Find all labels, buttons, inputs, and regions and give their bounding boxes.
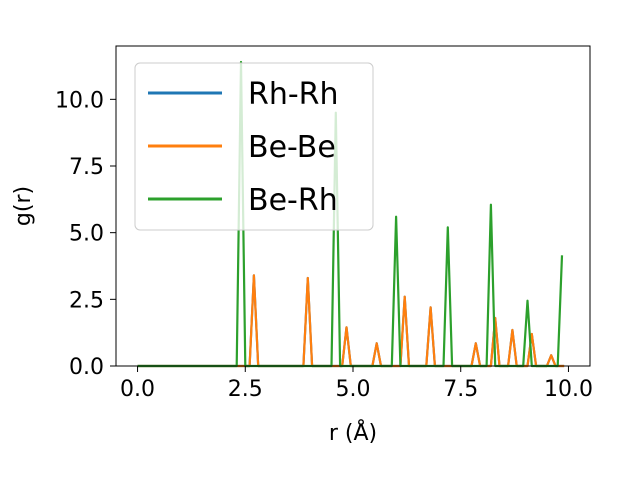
x-tick-label: 2.5 [228, 377, 263, 402]
x-tick-label: 10.0 [544, 377, 593, 402]
x-tick-label: 0.0 [120, 377, 155, 402]
y-tick-label: 0.0 [69, 355, 104, 380]
x-axis-label: r (Å) [329, 419, 377, 446]
legend-label: Be-Rh [248, 183, 338, 218]
y-axis: 0.0 2.5 5.0 7.5 10.0 [55, 88, 116, 380]
x-axis: 0.0 2.5 5.0 7.5 10.0 [120, 366, 593, 402]
y-tick-label: 10.0 [55, 88, 104, 113]
y-tick-label: 7.5 [69, 155, 104, 180]
legend-label: Rh-Rh [248, 77, 339, 112]
series-line-be-be [137, 274, 565, 368]
x-tick-label: 5.0 [336, 377, 371, 402]
y-tick-label: 2.5 [69, 288, 104, 313]
legend: Rh-Rh Be-Be Be-Rh [134, 62, 374, 231]
x-tick-label: 7.5 [443, 377, 478, 402]
legend-label: Be-Be [248, 130, 336, 165]
legend-box [134, 62, 374, 231]
y-tick-label: 5.0 [69, 222, 104, 247]
y-axis-label: g(r) [11, 186, 36, 226]
